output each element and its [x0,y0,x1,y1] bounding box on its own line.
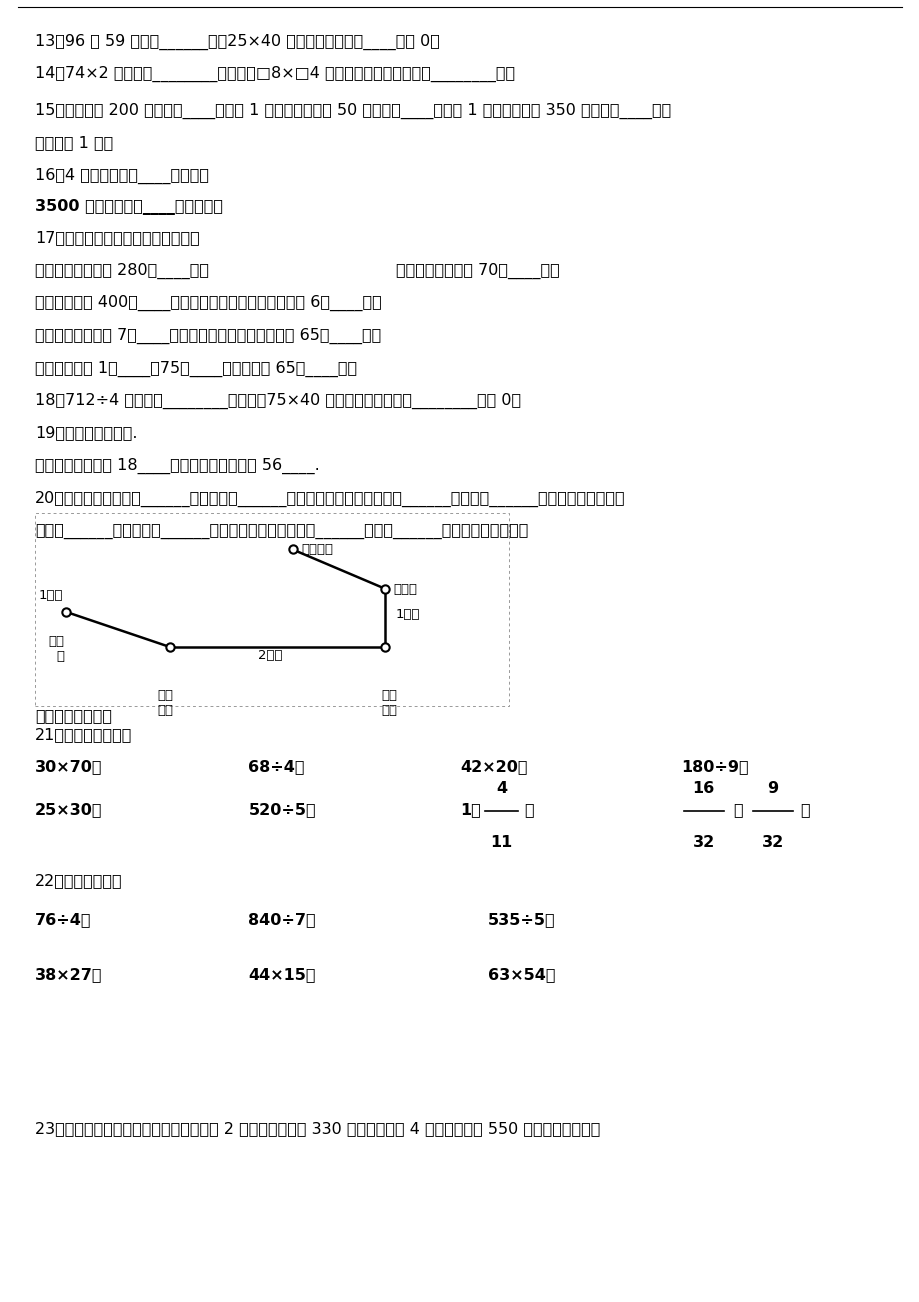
Bar [35,513,508,706]
Text: 63×54＝: 63×54＝ [487,967,554,982]
Text: 六一
小学: 六一 小学 [157,689,174,717]
Text: ＋: ＋ [732,802,742,816]
Text: 22．用竖式计算。: 22．用竖式计算。 [35,874,122,888]
Text: 535÷5＝: 535÷5＝ [487,913,555,927]
Text: 3500 平方厘米＝（____）平方分米: 3500 平方厘米＝（____）平方分米 [35,199,222,215]
Text: 520÷5＝: 520÷5＝ [248,802,316,816]
Text: 25×30＝: 25×30＝ [35,802,102,816]
Text: 再向（______）方向走（______）千米镇政府，最后向（______）走（______）千米到嘉荣超市。: 再向（______）方向走（______）千米镇政府，最后向（______）走（… [35,525,528,539]
Text: 15．一桶油重 200 千克，（____）桶重 1 吨；一袋面粉重 50 千克，（____）袋重 1 吨；一头牛重 350 千克，（____）头: 15．一桶油重 200 千克，（____）桶重 1 吨；一袋面粉重 50 千克，… [35,103,671,118]
Text: 20．李彤从五星村向（______）方向走（______）千米到六一小学，又向（______）面走（______）千米到东方医院。: 20．李彤从五星村向（______）方向走（______）千米到六一小学，又向（… [35,491,625,506]
Text: 30×70＝: 30×70＝ [35,759,102,773]
Text: 14．74×2 的积是（________）位数，□8×□4 的积的个位上的数字是（________）。: 14．74×2 的积是（________）位数，□8×□4 的积的个位上的数字是… [35,66,515,82]
Text: 镇政府: 镇政府 [393,583,417,596]
Text: 17．在（　　）里填上合适的单位。: 17．在（ ）里填上合适的单位。 [35,230,199,245]
Text: 1千米: 1千米 [39,589,63,602]
Text: 19．填上合适的单位.: 19．填上合适的单位. [35,426,137,440]
Text: 180÷9＝: 180÷9＝ [680,759,748,773]
Text: 68÷4＝: 68÷4＝ [248,759,304,773]
Text: 16．4 平方千米＝（____）平方米: 16．4 平方千米＝（____）平方米 [35,168,209,184]
Text: 数学书封面的长是 18____，一间教室的占地是 56____.: 数学书封面的长是 18____，一间教室的占地是 56____. [35,458,320,474]
Text: 32: 32 [761,835,783,850]
Text: 五星
村: 五星 村 [49,635,64,664]
Text: 1－: 1－ [460,802,481,816]
Text: 2千米: 2千米 [257,648,282,661]
Text: 嘉荣超市: 嘉荣超市 [301,543,334,556]
Text: 16: 16 [692,781,714,796]
Text: 爸爸的身高是 1（____）75（____），体重是 65（____）。: 爸爸的身高是 1（____）75（____），体重是 65（____）。 [35,361,357,376]
Text: 9: 9 [766,781,777,796]
Text: 840÷7＝: 840÷7＝ [248,913,316,927]
Text: 1千米: 1千米 [395,608,420,621]
Text: 牛大约重 1 吨。: 牛大约重 1 吨。 [35,135,113,150]
Text: 11: 11 [490,835,512,850]
Text: ＝: ＝ [524,802,533,816]
Text: ＝: ＝ [800,802,809,816]
Text: 44×15＝: 44×15＝ [248,967,315,982]
Text: 13．96 的 59 倍是（______）。25×40 积的末尾一共有（____）个 0。: 13．96 的 59 倍是（______）。25×40 积的末尾一共有（____… [35,34,439,49]
Text: 38×27＝: 38×27＝ [35,967,102,982]
Text: 18．712÷4 的商是（________）位数；75×40 的积的末尾一共有（________）个 0。: 18．712÷4 的商是（________）位数；75×40 的积的末尾一共有（… [35,393,520,409]
Text: 东方
医院: 东方 医院 [380,689,397,717]
Text: 一只老虎的体重是 280（____）。: 一只老虎的体重是 280（____）。 [35,263,209,279]
Text: 4: 4 [495,781,506,796]
Text: 32: 32 [692,835,714,850]
Text: 23．用一个杯子往空瓶中倒水。如果倒进 2 杯水，连瓶共重 330 克；如果倒进 4 杯水，连瓶重 550 克。这个空瓶重多: 23．用一个杯子往空瓶中倒水。如果倒进 2 杯水，连瓶共重 330 克；如果倒进… [35,1121,600,1135]
Text: 76÷4＝: 76÷4＝ [35,913,91,927]
Text: 21．直接写出得数。: 21．直接写出得数。 [35,728,132,742]
Text: 四、细心算一算。: 四、细心算一算。 [35,708,112,723]
Text: 42×20＝: 42×20＝ [460,759,527,773]
Text: 一辆汽车每小时行 70（____）。: 一辆汽车每小时行 70（____）。 [395,263,559,279]
Text: 一列火车长约 400（____）。　　一辆货车的载重量约是 6（____）。: 一列火车长约 400（____）。 一辆货车的载重量约是 6（____）。 [35,296,381,311]
Text: 南京长江大桥长约 7（____）。　　一个鸡蛋的质量约是 65（____）。: 南京长江大桥长约 7（____）。 一个鸡蛋的质量约是 65（____）。 [35,328,380,344]
